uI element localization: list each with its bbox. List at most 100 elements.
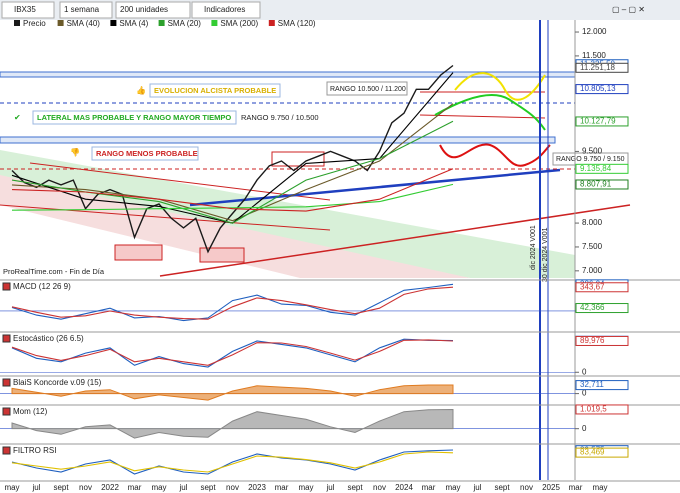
x-tick-label: 2022 (101, 483, 119, 492)
value-marker (575, 303, 629, 314)
projection (439, 143, 551, 167)
window-controls[interactable]: ▢ – ▢ ✕ (612, 5, 645, 14)
y-tick-label: 9.500 (582, 147, 603, 156)
x-tick-label: jul (325, 483, 334, 492)
value-label: 10.127,79 (580, 117, 616, 126)
value-label: 83,469 (580, 448, 605, 457)
series-line (11, 183, 454, 211)
x-tick-label: sept (494, 483, 510, 492)
trend-line (159, 204, 631, 277)
x-tick-label: may (445, 483, 460, 492)
low-box (199, 247, 245, 263)
symbol-box[interactable] (1, 1, 55, 19)
value-marker (575, 84, 629, 95)
y-tick-label: 11.500 (582, 51, 606, 60)
period-box[interactable] (59, 1, 113, 19)
x-tick-label: sept (53, 483, 69, 492)
legend-swatch (57, 20, 64, 26)
x-tick-label: nov (226, 483, 239, 492)
series-area (11, 408, 454, 439)
value-marker (575, 380, 629, 391)
panel-icon (2, 334, 11, 343)
projection (454, 72, 546, 101)
y-tick-label: 0 (582, 424, 587, 433)
x-tick-label: jul (178, 483, 187, 492)
legend-swatch (14, 20, 20, 26)
x-tick-label: mar (275, 483, 289, 492)
icon: ✔ (14, 113, 21, 122)
x-tick-label: mar (569, 483, 583, 492)
x-tick-label: sept (347, 483, 363, 492)
panel-icon (2, 407, 11, 416)
zone (0, 136, 556, 144)
y-tick-label: 0 (582, 367, 587, 376)
footer-note: ProRealTime.com - Fin de Día (3, 267, 105, 276)
legend-label: Precio (23, 19, 46, 28)
series-line (11, 168, 454, 212)
red-channel (0, 175, 470, 278)
x-tick-label: nov (520, 483, 533, 492)
series-area (11, 384, 454, 401)
annotation: RANGO 10.500 / 11.200 (330, 86, 406, 93)
annotation: EVOLUCION ALCISTA PROBABLE (154, 86, 276, 95)
value-marker (575, 447, 629, 458)
x-tick-label: nov (373, 483, 386, 492)
annotation-box (326, 81, 408, 96)
panel-icon (2, 378, 11, 387)
x-tick-label: mar (422, 483, 436, 492)
x-tick-label: 2025 (542, 483, 560, 492)
x-tick-label: jul (31, 483, 40, 492)
series-line (11, 103, 454, 222)
annotation-box (91, 146, 199, 161)
trend-line (189, 168, 561, 207)
annotation: RANGO 9.750 / 10.500 (241, 113, 319, 122)
projection (434, 94, 546, 131)
y-tick-label: 12.000 (582, 27, 607, 36)
icon: 👍 (136, 85, 146, 95)
value-label: 9.135,84 (580, 164, 612, 173)
value-label: 11.251,18 (580, 63, 616, 72)
low-box (114, 244, 163, 261)
series-line (11, 338, 454, 368)
x-tick-label: mar (128, 483, 142, 492)
symbol[interactable]: IBX35 (14, 5, 36, 14)
panel-title: Estocástico (26 6.5) (13, 334, 84, 343)
x-tick-label: 2023 (248, 483, 266, 492)
series-line (11, 283, 454, 322)
value-label: 32,711 (580, 380, 604, 389)
units[interactable]: 200 unidades (120, 5, 168, 14)
y-tick-label: 7.000 (582, 266, 603, 275)
panel-icon (2, 282, 11, 291)
value-marker (575, 282, 629, 293)
legend-label: SMA (40) (67, 19, 101, 28)
value-label: 343,67 (580, 282, 605, 291)
trend-line (0, 204, 331, 231)
date-marker: 30 dic 2024 V001 (542, 227, 549, 282)
annotation: LATERAL MAS PROBABLE Y RANGO MAYOR TIEMP… (37, 113, 231, 122)
legend-label: SMA (200) (220, 19, 258, 28)
panel-icon (2, 446, 11, 455)
value-label: 89,976 (580, 336, 605, 345)
series-line (11, 64, 454, 254)
box (271, 151, 325, 167)
indicators-box[interactable] (191, 1, 261, 19)
x-tick-label: 2024 (395, 483, 413, 492)
value-label: 42,366 (580, 303, 605, 312)
series-line (11, 339, 454, 366)
level (419, 114, 546, 119)
value-marker (575, 163, 629, 174)
annotation-box (149, 83, 281, 98)
value-marker (575, 179, 629, 190)
panel-title: FILTRO RSI (13, 446, 56, 455)
panel-title: BlaiS Koncorde v.09 (15) (13, 378, 102, 387)
legend-swatch (211, 20, 218, 26)
value-marker (575, 116, 629, 127)
period[interactable]: 1 semana (64, 5, 100, 14)
icon: 👎 (70, 148, 80, 157)
indicators[interactable]: Indicadores (204, 5, 245, 14)
x-tick-label: may (151, 483, 166, 492)
series-line (11, 449, 454, 475)
legend-label: SMA (4) (119, 19, 148, 28)
units-box[interactable] (115, 1, 191, 19)
